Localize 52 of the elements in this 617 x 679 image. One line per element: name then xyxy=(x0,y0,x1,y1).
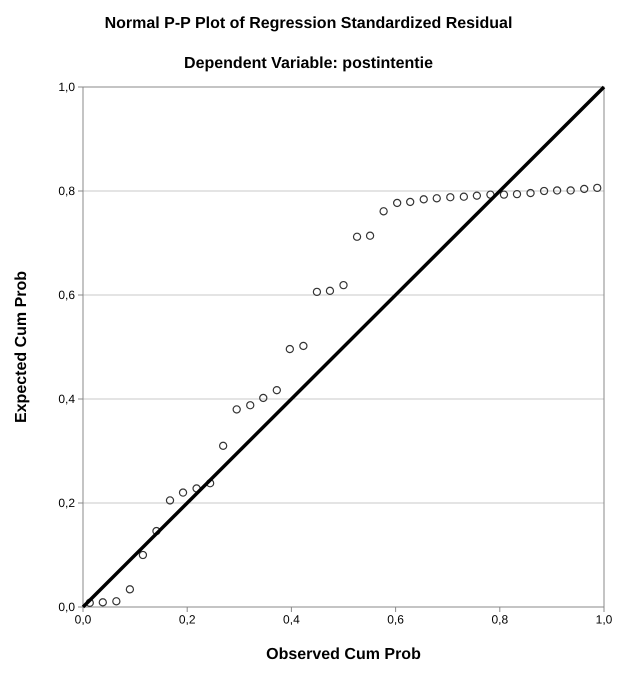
y-tick-label: 0,0 xyxy=(58,600,76,614)
point xyxy=(218,442,228,450)
point xyxy=(312,288,322,296)
point xyxy=(552,186,562,195)
y-axis-title: Expected Cum Prob xyxy=(13,270,30,424)
point xyxy=(526,188,535,198)
point xyxy=(166,496,174,505)
point xyxy=(138,550,148,560)
point xyxy=(178,488,188,497)
point xyxy=(352,232,362,241)
x-tick-label: 1,0 xyxy=(596,612,613,627)
x-axis-title: Observed Cum Prob xyxy=(266,646,422,663)
point xyxy=(392,198,402,208)
point xyxy=(580,184,588,194)
point xyxy=(566,186,575,195)
point xyxy=(420,195,428,204)
point xyxy=(98,598,107,606)
chart-title: Normal P-P Plot of Regression Standardized Residual xyxy=(104,15,512,32)
point xyxy=(472,192,482,200)
point xyxy=(286,344,294,354)
point xyxy=(593,184,602,192)
point xyxy=(232,405,241,414)
chart-subtitle: Dependent Variable: postintentie xyxy=(184,55,434,72)
point xyxy=(379,207,388,216)
y-tick-label: 0,8 xyxy=(58,184,76,198)
point xyxy=(299,342,308,350)
y-tick-label: 0,6 xyxy=(58,288,76,302)
point xyxy=(460,192,468,201)
y-tick-label: 0,4 xyxy=(58,392,76,406)
point xyxy=(446,193,454,202)
point xyxy=(406,198,414,206)
point xyxy=(126,585,134,594)
point xyxy=(339,280,348,290)
y-tick-label: 1,0 xyxy=(58,80,76,94)
x-tick-label: 0,4 xyxy=(283,612,300,627)
point xyxy=(512,190,522,198)
point xyxy=(152,526,161,536)
point xyxy=(86,598,94,607)
y-tick-label: 0,2 xyxy=(58,496,76,510)
point xyxy=(540,186,548,196)
point xyxy=(500,190,508,199)
x-tick-label: 0,6 xyxy=(387,612,404,627)
x-tick-label: 0,8 xyxy=(491,612,508,627)
point xyxy=(326,286,334,295)
point xyxy=(432,194,441,202)
x-tick-label: 0,2 xyxy=(178,612,196,627)
point xyxy=(246,401,254,410)
point xyxy=(366,232,374,240)
point xyxy=(112,597,121,606)
x-tick-label: 0,0 xyxy=(74,612,92,627)
point xyxy=(259,394,268,402)
point xyxy=(272,386,281,394)
